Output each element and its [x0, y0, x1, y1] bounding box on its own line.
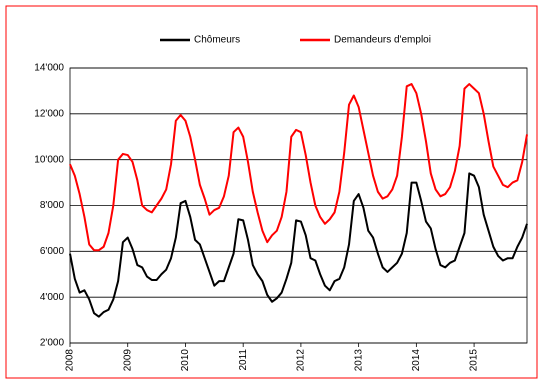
- line-series: [69, 83, 528, 252]
- y-tick-label: 2'000: [40, 338, 65, 349]
- y-tick-label: 6'000: [40, 246, 65, 257]
- y-tick-label: 8'000: [40, 200, 65, 211]
- plot-frame: [69, 67, 528, 344]
- x-tick-label: 2013: [353, 349, 364, 372]
- x-tick-label: 2015: [469, 349, 480, 372]
- y-tick-label: 4'000: [40, 292, 65, 303]
- y-tick-label: 10'000: [34, 154, 64, 165]
- x-tick-label: 2010: [180, 349, 191, 372]
- legend-label: Demandeurs d'emploi: [334, 35, 431, 46]
- x-tick-label: 2008: [65, 349, 76, 372]
- x-tick-label: 2011: [238, 349, 249, 371]
- line-series: [69, 172, 528, 318]
- x-tick-label: 2012: [296, 349, 307, 372]
- x-tick-label: 2014: [411, 349, 422, 372]
- y-tick-label: 12'000: [34, 108, 64, 119]
- x-tick-label: 2009: [122, 349, 133, 372]
- chart-frame: [5, 5, 538, 379]
- legend-label: Chômeurs: [194, 35, 240, 46]
- y-tick-label: 14'000: [34, 63, 64, 74]
